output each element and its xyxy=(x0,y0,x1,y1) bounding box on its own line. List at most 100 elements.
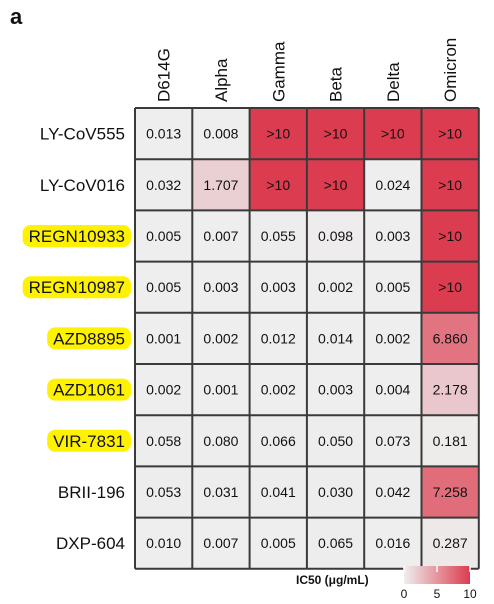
cell-value-label: >10 xyxy=(438,177,462,193)
heatmap-cell xyxy=(364,108,422,160)
heatmap-cell xyxy=(192,415,250,467)
cell-value-label: 0.005 xyxy=(261,535,296,551)
cell-value-label: 0.073 xyxy=(375,433,410,449)
cell-value-label: 0.016 xyxy=(375,535,410,551)
row-label-highlight xyxy=(47,429,131,452)
heatmap-cell xyxy=(192,159,250,211)
cell-value-label: >10 xyxy=(266,126,290,142)
heatmap-cell xyxy=(421,159,479,211)
column-labels: D614G Alpha Gamma Beta Delta Omicron xyxy=(155,38,461,102)
cell-value-label: 0.055 xyxy=(261,228,296,244)
cell-value-label: 0.030 xyxy=(318,484,353,500)
legend-title: IC50 (μg/mL) xyxy=(296,573,369,587)
cell-value-label: 0.002 xyxy=(203,330,238,346)
heatmap-cell xyxy=(249,364,307,416)
column-label: Beta xyxy=(327,66,346,102)
row-label-highlight xyxy=(22,225,131,247)
cell-value-label: 0.042 xyxy=(375,484,410,500)
heatmap-cell xyxy=(306,517,365,569)
row-label: BRII-196 xyxy=(58,483,125,502)
heatmap-cell xyxy=(135,108,193,160)
cell-value-label: 0.031 xyxy=(203,484,238,500)
cell-value-label: 0.003 xyxy=(318,382,353,398)
cell-value-label: >10 xyxy=(438,228,462,244)
cell-value-label: 0.050 xyxy=(318,433,353,449)
heatmap-grid xyxy=(134,107,480,570)
row-label: REGN10987 xyxy=(29,278,125,297)
row-label: LY-CoV016 xyxy=(40,176,125,195)
heatmap-cell xyxy=(306,159,365,211)
heatmap-cell xyxy=(421,415,479,467)
cell-value-label: 0.005 xyxy=(146,279,181,295)
heatmap-cell xyxy=(249,312,307,364)
cell-value-label: 0.002 xyxy=(261,382,296,398)
row-label: AZD1061 xyxy=(53,381,125,400)
cell-value-label: 0.003 xyxy=(203,279,238,295)
cell-value-label: 0.002 xyxy=(146,382,181,398)
cell-value-label: 0.010 xyxy=(146,535,181,551)
cell-value-label: 0.003 xyxy=(375,228,410,244)
row-label-highlight xyxy=(22,276,131,299)
heatmap-cell xyxy=(135,159,193,211)
legend-tick-label: 0 xyxy=(401,587,408,601)
cell-value-label: 0.287 xyxy=(433,535,468,551)
heatmap-cell xyxy=(306,210,365,262)
cell-value-label: 0.080 xyxy=(203,433,238,449)
cell-value-label: >10 xyxy=(381,126,405,142)
cell-value-label: 0.181 xyxy=(433,433,468,449)
heatmap-cell xyxy=(135,364,193,416)
heatmap-cell xyxy=(421,364,479,416)
heatmap-cell xyxy=(135,210,193,262)
cell-value-label: 0.005 xyxy=(146,228,181,244)
row-label-highlight xyxy=(47,378,131,401)
heatmap-cell xyxy=(421,261,479,313)
heatmap-cell xyxy=(192,517,250,569)
heatmap-cell xyxy=(192,108,250,160)
row-label: DXP-604 xyxy=(56,534,125,553)
heatmap-cell xyxy=(135,261,193,313)
heatmap-cell xyxy=(306,364,365,416)
cell-value-label: >10 xyxy=(324,177,348,193)
cell-value-label: 1.707 xyxy=(203,177,238,193)
cell-value-label: 0.066 xyxy=(261,433,296,449)
heatmap-cell xyxy=(249,415,307,467)
row-label: AZD8895 xyxy=(53,329,125,348)
heatmap-cell xyxy=(364,312,422,364)
cell-value-label: >10 xyxy=(324,126,348,142)
cell-value-label: 0.032 xyxy=(146,177,181,193)
cell-value-label: 0.005 xyxy=(375,279,410,295)
column-label: D614G xyxy=(155,48,174,102)
heatmap-cell xyxy=(364,261,422,313)
heatmap-cell xyxy=(364,210,422,262)
cell-value-label: 0.012 xyxy=(261,330,296,346)
cell-value-label: 0.058 xyxy=(146,433,181,449)
heatmap-cell xyxy=(306,415,365,467)
cell-value-label: 0.007 xyxy=(203,535,238,551)
heatmap-cell xyxy=(364,415,422,467)
heatmap-cell xyxy=(135,466,193,518)
heatmap-cell xyxy=(364,159,422,211)
heatmap-cell xyxy=(192,261,250,313)
heatmap-cell xyxy=(421,517,479,569)
row-label-highlight xyxy=(47,327,131,350)
heatmap-cell xyxy=(364,517,422,569)
heatmap-cell xyxy=(249,466,307,518)
heatmap-cell xyxy=(306,312,365,364)
cell-value-label: 0.001 xyxy=(203,382,238,398)
cell-value-label: >10 xyxy=(266,177,290,193)
heatmap-cell xyxy=(135,517,193,569)
heatmap-cell xyxy=(249,210,307,262)
row-label-highlights xyxy=(22,225,131,452)
heatmap-cell xyxy=(421,210,479,262)
cell-value-label: >10 xyxy=(438,279,462,295)
heatmap-cell xyxy=(306,261,365,313)
heatmap-cell-labels: 0.013 0.008 >10 >10 >10 >10 0.032 1.707 >10 >10 0.… xyxy=(146,126,468,552)
cell-value-label: 0.013 xyxy=(146,126,181,142)
cell-value-label: 0.008 xyxy=(203,126,238,142)
cell-value-label: 2.178 xyxy=(433,382,468,398)
cell-value-label: 0.041 xyxy=(261,484,296,500)
legend-tick-label: 5 xyxy=(434,587,441,601)
cell-value-label: 0.002 xyxy=(318,279,353,295)
cell-value-label: 7.258 xyxy=(433,484,468,500)
